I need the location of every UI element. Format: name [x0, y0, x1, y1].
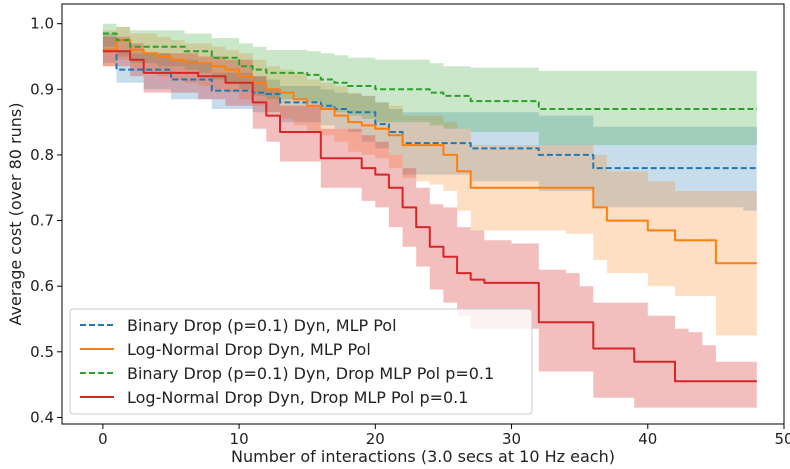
x-axis-label: Number of interactions (3.0 secs at 10 H…	[231, 447, 615, 466]
x-tick-label: 0	[98, 430, 108, 448]
x-axis-ticks: 0 10 20 30 40 50	[98, 424, 790, 448]
legend-label: Binary Drop (p=0.1) Dyn, Drop MLP Pol p=…	[127, 364, 494, 383]
legend: Binary Drop (p=0.1) Dyn, MLP Pol Log-Norm…	[69, 308, 533, 415]
log-normal-drop-dyn-drop-mlp-pol-p-0-1-band	[102, 36, 757, 408]
x-tick-label: 30	[502, 430, 521, 448]
log-normal-drop-dyn-drop-mlp-pol-p-0-1-line	[102, 50, 757, 383]
y-tick-label: 0.8	[30, 146, 54, 164]
y-tick-label: 0.6	[30, 277, 54, 295]
y-tick-label: 0.9	[30, 80, 54, 98]
x-tick-label: 10	[230, 430, 249, 448]
binary-drop-p-0-1-dyn-drop-mlp-pol-p-0-1-line	[102, 32, 757, 110]
legend-box	[69, 308, 533, 415]
y-tick-label: 0.4	[30, 408, 54, 426]
x-tick-label: 40	[638, 430, 657, 448]
plot-frame	[61, 3, 785, 425]
y-tick-label: 1.0	[30, 15, 54, 33]
x-tick-label: 50	[774, 430, 790, 448]
legend-label: Log-Normal Drop Dyn, MLP Pol	[127, 340, 371, 359]
y-axis-label: Average cost (over 80 runs)	[6, 103, 25, 326]
legend-label: Log-Normal Drop Dyn, Drop MLP Pol p=0.1	[127, 388, 468, 407]
log-normal-drop-dyn-mlp-pol-line	[102, 39, 757, 265]
y-axis-ticks: 0.4 0.5 0.6 0.7 0.8 0.9 1.0	[30, 15, 62, 426]
series-lines	[102, 32, 757, 383]
binary-drop-p-0-1-dyn-drop-mlp-pol-p-0-1-band	[102, 23, 757, 146]
legend-label: Binary Drop (p=0.1) Dyn, MLP Pol	[127, 316, 397, 335]
y-tick-label: 0.7	[30, 212, 54, 230]
x-tick-label: 20	[366, 430, 385, 448]
y-tick-label: 0.5	[30, 343, 54, 361]
